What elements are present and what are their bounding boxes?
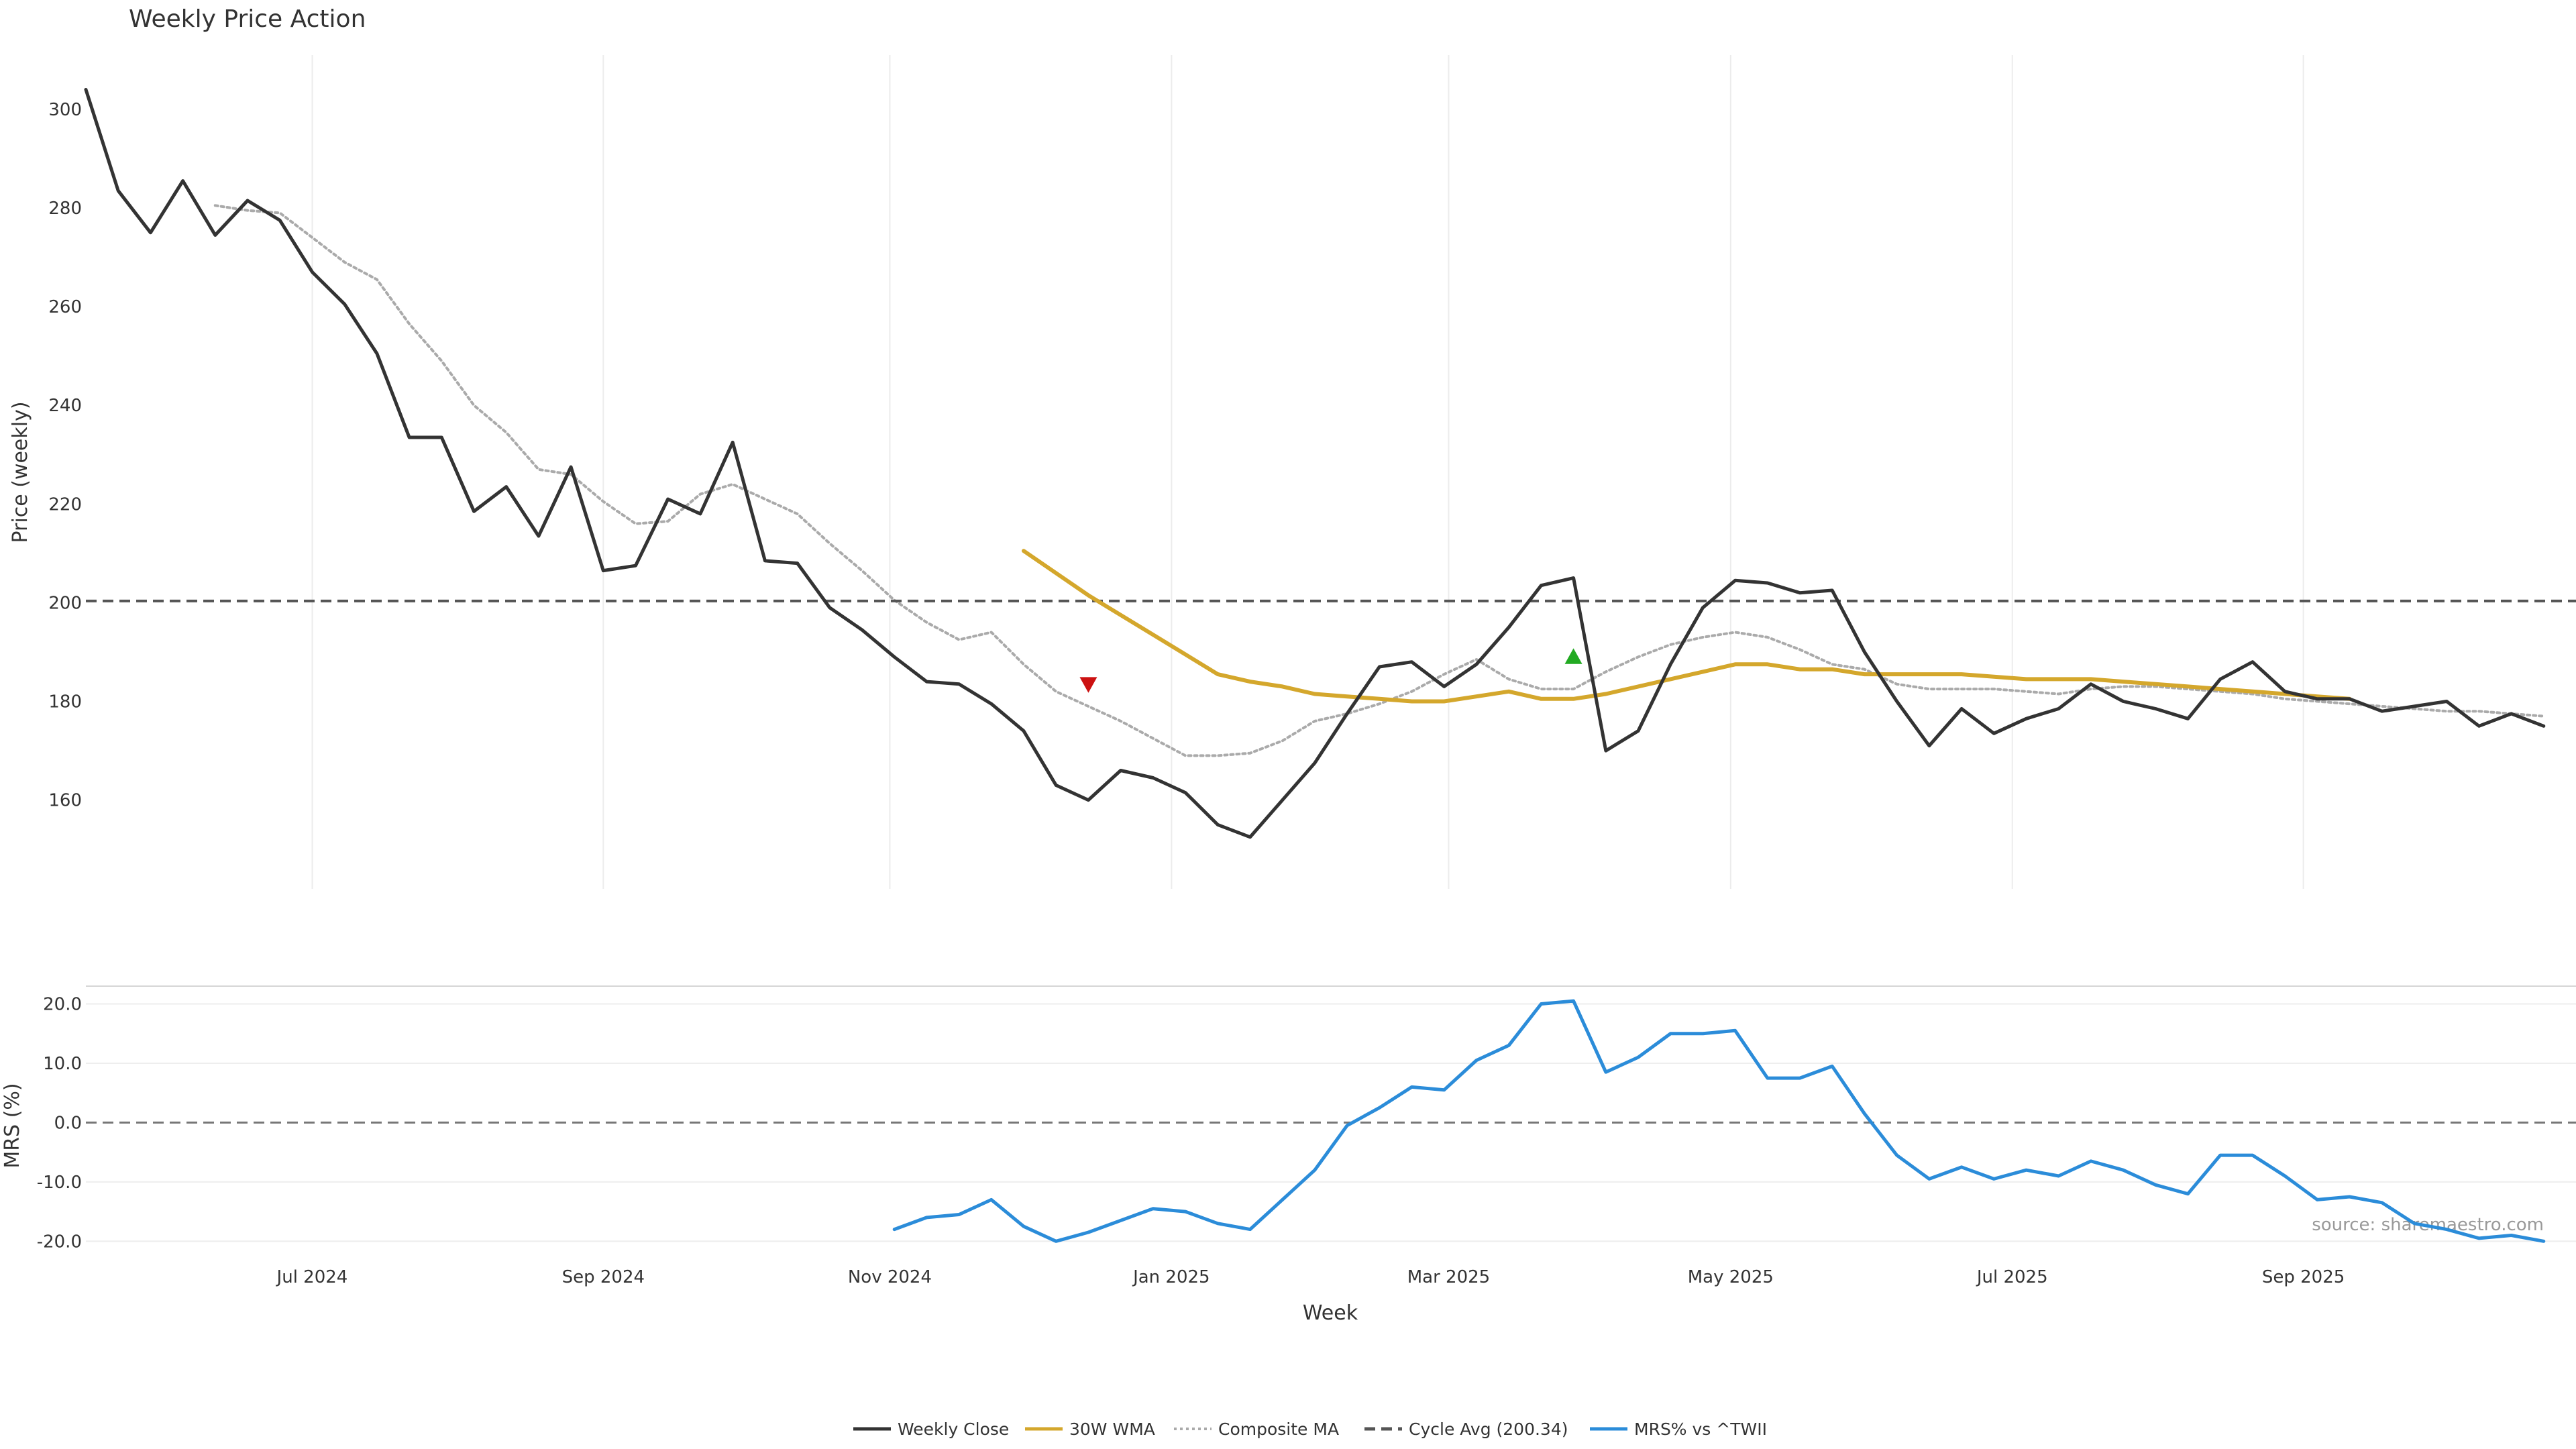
price-y-tick-label: 160 — [48, 791, 82, 811]
legend-label: MRS% vs ^TWII — [1634, 1419, 1767, 1439]
x-tick-label: Jul 2025 — [1976, 1267, 2048, 1287]
x-tick-label: Sep 2024 — [562, 1267, 645, 1287]
x-tick-label: Nov 2024 — [848, 1267, 932, 1287]
legend-label: Cycle Avg (200.34) — [1409, 1419, 1568, 1439]
mrs-y-tick-label: -20.0 — [37, 1232, 82, 1252]
x-tick-label: Sep 2025 — [2262, 1267, 2345, 1287]
mrs-y-tick-label: 10.0 — [43, 1054, 82, 1074]
legend-item-30w-wma: 30W WMA — [1025, 1419, 1155, 1439]
price-y-axis-title: Price (weekly) — [9, 401, 32, 543]
price-y-tick-label: 280 — [48, 199, 82, 219]
x-tick-label: Jan 2025 — [1132, 1267, 1210, 1287]
chart-title: Weekly Price Action — [129, 5, 366, 33]
x-tick-label: Mar 2025 — [1407, 1267, 1491, 1287]
mrs-y-tick-label: -10.0 — [37, 1173, 82, 1193]
legend-label: Composite MA — [1218, 1419, 1339, 1439]
price-y-tick-label: 260 — [48, 297, 82, 317]
mrs-y-tick-label: 0.0 — [54, 1113, 82, 1133]
price-30w-wma-series — [1022, 549, 2352, 704]
mrs-y-tick-label: 20.0 — [43, 995, 82, 1015]
mrs-y-axis-title: MRS (%) — [1, 1083, 24, 1168]
legend-item-weekly-close: Weekly Close — [853, 1419, 1009, 1439]
legend-item-composite-ma: Composite MA — [1174, 1419, 1339, 1439]
mrs-mrs-vs-twii-series — [892, 999, 2546, 1243]
legend-item-cycle-avg-200-34: Cycle Avg (200.34) — [1364, 1419, 1568, 1439]
x-tick-label: Jul 2024 — [276, 1267, 348, 1287]
price-y-tick-label: 240 — [48, 396, 82, 416]
sell-signal-marker — [1079, 677, 1097, 693]
price-y-tick-label: 220 — [48, 494, 82, 515]
price-composite-ma-series — [213, 204, 2545, 757]
x-axis-title: Week — [1303, 1301, 1358, 1325]
price-y-tick-label: 300 — [48, 100, 82, 120]
legend-label: 30W WMA — [1069, 1419, 1155, 1439]
legend-item-mrs-vs-twii: MRS% vs ^TWII — [1590, 1419, 1767, 1439]
price-y-tick-label: 200 — [48, 593, 82, 613]
buy-signal-marker — [1564, 648, 1582, 664]
legend: Weekly Close 30W WMA Composite MA Cycle Avg… — [853, 1419, 1767, 1439]
legend-label: Weekly Close — [898, 1419, 1009, 1439]
x-tick-label: May 2025 — [1688, 1267, 1774, 1287]
price-y-tick-label: 180 — [48, 692, 82, 712]
price-weekly-close-series — [84, 88, 2546, 839]
